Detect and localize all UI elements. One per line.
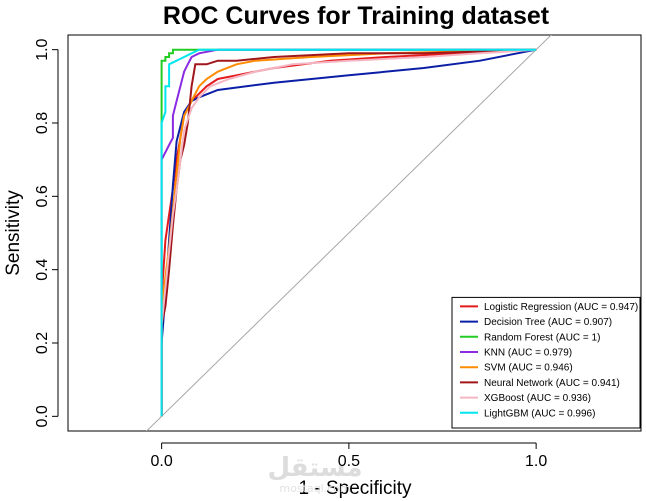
y-tick-label: 0.4 (34, 258, 51, 280)
watermark: مستقل mostaql.com (267, 453, 362, 495)
x-axis: 0.0 0.5 1.0 (151, 442, 547, 470)
y-tick-label: 0.0 (34, 405, 51, 427)
x-tick-label: 0.5 (338, 453, 360, 470)
y-axis: 0.0 0.2 0.4 0.6 0.8 1.0 (34, 38, 59, 427)
x-tick-label: 0.0 (151, 453, 173, 470)
diagonal-reference-layer (145, 35, 552, 431)
y-tick-label: 0.2 (34, 332, 51, 354)
roc-line-6 (160, 48, 537, 417)
legend-entry: KNN (AUC = 0.979) (484, 348, 572, 359)
legend-entry: Random Forest (AUC = 1) (484, 332, 600, 343)
legend-entry: LightGBM (AUC = 0.996) (484, 408, 595, 419)
x-tick-label: 1.0 (525, 453, 547, 470)
watermark-subtext: mostaql.com (279, 482, 350, 495)
y-axis-label: Sensitivity (3, 190, 24, 276)
plot-frame (67, 34, 642, 432)
roc-line-4 (160, 48, 537, 417)
y-tick-label: 1.0 (34, 38, 51, 60)
legend: Logistic Regression (AUC = 0.947) Decisio… (451, 296, 641, 429)
watermark-logo: مستقل (267, 453, 362, 483)
legend-entry: XGBoost (AUC = 0.936) (484, 393, 591, 404)
y-tick-label: 0.6 (34, 185, 51, 207)
series-layer (160, 48, 537, 417)
legend-box (451, 296, 641, 429)
x-axis-label: 1 - Specificity (299, 478, 412, 499)
chart-title: ROC Curves for Training dataset (163, 2, 550, 30)
roc-line-7 (160, 48, 537, 417)
legend-entry: Decision Tree (AUC = 0.907) (484, 317, 612, 328)
legend-entry: Logistic Regression (AUC = 0.947) (484, 302, 638, 313)
roc-line-3 (160, 48, 537, 417)
roc-line-8 (160, 48, 537, 417)
legend-entry: Neural Network (AUC = 0.941) (484, 378, 620, 389)
legend-entry: SVM (AUC = 0.946) (484, 363, 573, 374)
diagonal-reference-line (145, 35, 552, 431)
y-tick-label: 0.8 (34, 112, 51, 134)
